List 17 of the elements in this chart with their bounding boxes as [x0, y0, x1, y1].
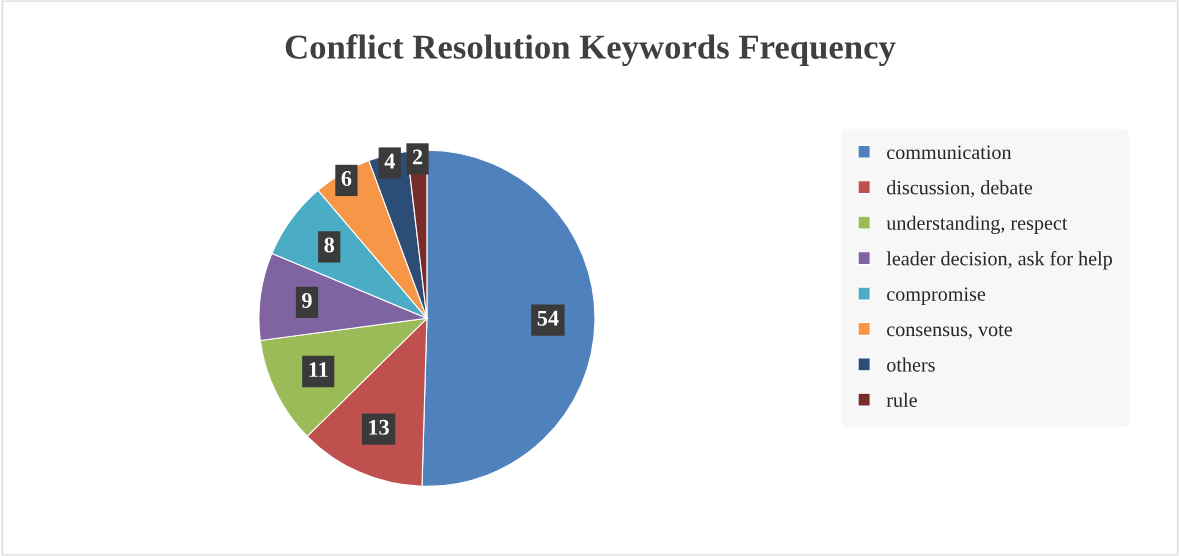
legend-label: others — [887, 357, 935, 372]
legend-label: rule — [886, 392, 917, 408]
legend-label: understanding, respect — [886, 215, 1068, 234]
data-label: 54 — [537, 310, 559, 326]
data-label: 11 — [309, 362, 328, 377]
legend-label: communication — [887, 145, 1012, 160]
legend-label: discussion, debate — [887, 180, 1033, 198]
chart-title: Conflict Resolution Keywords Frequency — [285, 34, 896, 67]
legend-label: leader decision, ask for help — [886, 251, 1112, 270]
data-label: 9 — [302, 293, 312, 308]
data-label: 6 — [341, 171, 352, 186]
data-label: 2 — [412, 149, 423, 165]
data-label: 13 — [369, 419, 389, 435]
legend-label: consensus, vote — [887, 324, 1012, 340]
data-label: 8 — [324, 237, 335, 253]
legend-label: compromise — [887, 287, 986, 305]
data-label: 4 — [384, 153, 395, 169]
